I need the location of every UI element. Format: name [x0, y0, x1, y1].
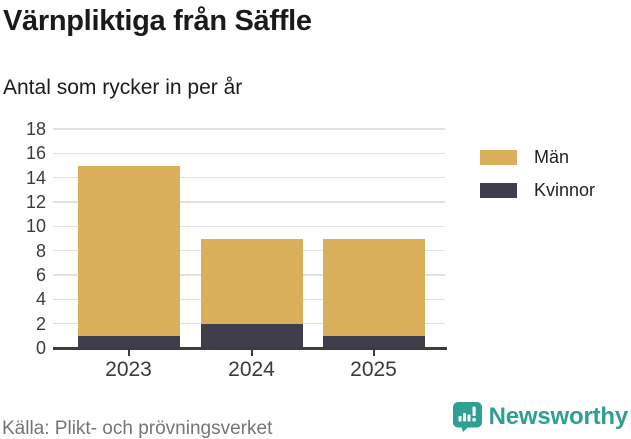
- y-tick-label-6: 6: [35, 265, 46, 285]
- y-tick-label-2: 2: [35, 313, 46, 334]
- y-tick-label-8: 8: [35, 240, 46, 261]
- gridline-12: [53, 201, 445, 203]
- bar-2024-kvinnor: [200, 323, 303, 348]
- y-tick-label-16: 16: [25, 143, 46, 164]
- newsworthy-wordmark: Newsworthy: [488, 403, 629, 430]
- legend: Män Kvinnor: [480, 147, 595, 213]
- newsworthy-bubble-chart-icon: [452, 402, 482, 432]
- x-tick-2023: [127, 349, 130, 356]
- legend-swatch-kvinnor: [480, 183, 517, 198]
- legend-label-kvinnor: Kvinnor: [534, 180, 596, 200]
- x-axis-line: [53, 347, 447, 350]
- bar-2023-kvinnor: [77, 335, 180, 348]
- bar-2023-män: [77, 165, 180, 336]
- bar-2025-män: [322, 238, 425, 336]
- y-tick-label-18: 18: [25, 119, 46, 139]
- y-tick-label-12: 12: [25, 192, 46, 212]
- x-tick-2024: [250, 349, 253, 356]
- legend-swatch-man: [480, 150, 517, 165]
- legend-item-man: Män: [480, 147, 595, 168]
- bar-2025-kvinnor: [322, 335, 425, 348]
- gridline-16: [53, 152, 445, 155]
- gridline-18: [53, 128, 445, 130]
- x-tick-label-2024: 2024: [228, 358, 275, 381]
- y-tick-label-4: 4: [35, 289, 46, 310]
- x-tick-2025: [372, 349, 375, 356]
- gridline-10: [53, 225, 445, 228]
- gridline-14: [53, 176, 445, 179]
- bar-2024-män: [200, 238, 303, 324]
- x-tick-label-2023: 2023: [105, 358, 152, 381]
- x-tick-label-2025: 2025: [350, 358, 397, 381]
- chart-subtitle: Antal som rycker in per år: [3, 76, 243, 99]
- newsworthy-logo: Newsworthy: [452, 402, 629, 432]
- y-tick-label-0: 0: [35, 338, 46, 358]
- chart-title: Värnpliktiga från Säffle: [3, 5, 312, 37]
- y-tick-label-14: 14: [25, 167, 46, 188]
- y-tick-label-10: 10: [25, 216, 46, 237]
- legend-label-man: Män: [534, 147, 570, 167]
- source-note: Källa: Plikt- och prövningsverket: [2, 418, 273, 439]
- legend-item-kvinnor: Kvinnor: [480, 180, 595, 201]
